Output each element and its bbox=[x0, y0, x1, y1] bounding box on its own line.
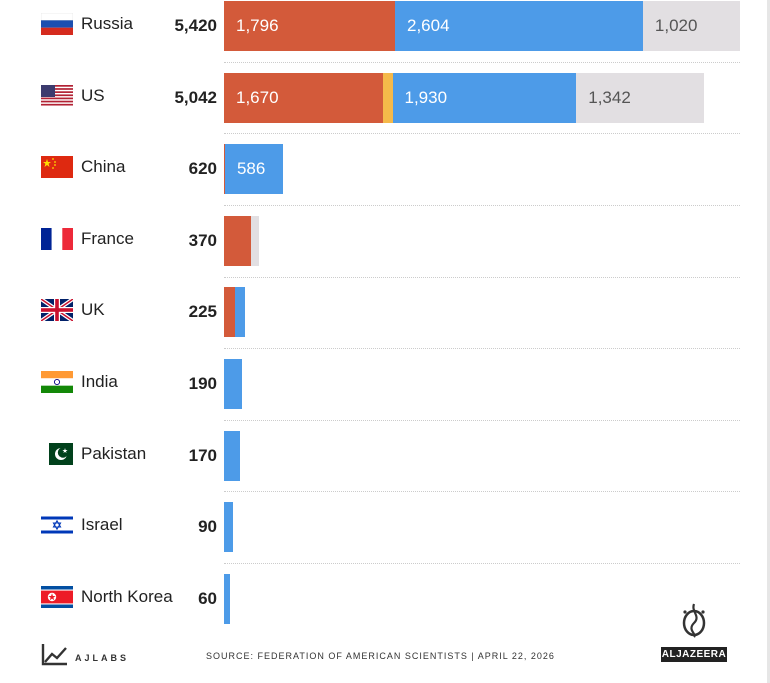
country-label: Pakistan bbox=[81, 443, 147, 463]
bar-segment bbox=[224, 72, 383, 123]
pakistan-flag-icon bbox=[41, 442, 73, 465]
bar-segment bbox=[224, 359, 243, 409]
ajlabs-label: AJLABS bbox=[75, 653, 130, 663]
country-label: France bbox=[81, 228, 134, 248]
israel-flag-icon bbox=[41, 514, 73, 537]
bar-segment bbox=[235, 287, 246, 338]
row-divider bbox=[224, 563, 740, 564]
india-flag-icon bbox=[41, 371, 73, 393]
bar-value-label: 1,342 bbox=[588, 87, 631, 107]
bar-value-label: 1,796 bbox=[236, 16, 279, 35]
row-divider bbox=[224, 348, 740, 350]
source-note: SOURCE: FEDERATION OF AMERICAN SCIENTIST… bbox=[206, 651, 555, 661]
russia-flag-icon bbox=[41, 13, 73, 35]
us-flag-icon bbox=[41, 84, 73, 107]
north-korea-flag-icon bbox=[41, 585, 73, 608]
aljazeera-calligraphy-icon bbox=[682, 603, 706, 638]
row-divider bbox=[224, 133, 740, 135]
bar-segment bbox=[394, 1, 643, 51]
bar-segment bbox=[224, 430, 241, 481]
total-label: 5,420 bbox=[174, 16, 217, 35]
footer: AJLABS SOURCE: FEDERATION OF AMERICAN SC… bbox=[0, 603, 770, 683]
total-label: 5,042 bbox=[174, 87, 217, 107]
france-flag-icon bbox=[41, 227, 73, 250]
total-label: 190 bbox=[188, 374, 217, 393]
aljazeera-logo: ALJAZEERA bbox=[661, 602, 727, 662]
stacked-bar-chart: Russia 5,420 1,796 2,604 1,020 US 5,042 1,670 1,… bbox=[41, 1, 740, 624]
country-label: North Korea bbox=[81, 586, 173, 606]
uk-flag-icon bbox=[41, 299, 73, 322]
bar-segment bbox=[224, 502, 233, 553]
row-divider bbox=[224, 61, 740, 63]
bar-segment bbox=[382, 72, 393, 123]
aljazeera-wordmark: ALJAZEERA bbox=[661, 647, 727, 662]
total-label: 620 bbox=[188, 159, 217, 179]
total-label: 370 bbox=[188, 230, 217, 250]
bar-value-label: 586 bbox=[236, 159, 266, 179]
bar-value-label: 1,670 bbox=[236, 87, 279, 107]
bar-segment bbox=[224, 144, 283, 195]
country-label: China bbox=[81, 157, 126, 177]
bar-segment bbox=[224, 287, 236, 338]
china-flag-icon bbox=[41, 156, 73, 179]
country-label: US bbox=[81, 85, 105, 105]
bar-segment bbox=[250, 215, 260, 266]
total-label: 170 bbox=[188, 445, 217, 465]
bar-value-label: 1,020 bbox=[654, 16, 698, 35]
bar-segment bbox=[224, 573, 230, 624]
bar-segment bbox=[224, 144, 225, 195]
row-divider bbox=[224, 419, 740, 421]
bar-segment bbox=[224, 1, 395, 51]
total-label: 60 bbox=[198, 588, 217, 608]
total-label: 225 bbox=[188, 302, 217, 322]
ajlabs-brand: AJLABS bbox=[41, 642, 129, 666]
row-divider bbox=[224, 205, 740, 206]
bar-segment bbox=[224, 215, 251, 266]
total-label: 90 bbox=[198, 517, 217, 537]
row-divider bbox=[224, 491, 740, 493]
bar-segment bbox=[576, 72, 704, 123]
country-label: Israel bbox=[81, 515, 123, 535]
row-divider bbox=[224, 276, 740, 278]
country-label: UK bbox=[81, 300, 105, 320]
frame-edge bbox=[767, 0, 770, 683]
bar-value-label: 2,604 bbox=[406, 16, 450, 35]
country-label: Russia bbox=[81, 14, 133, 33]
ajlabs-chart-icon bbox=[41, 644, 67, 666]
country-label: India bbox=[81, 372, 118, 391]
bar-value-label: 1,930 bbox=[404, 87, 448, 107]
bar-segment bbox=[392, 72, 577, 123]
bar-segment bbox=[642, 1, 740, 51]
